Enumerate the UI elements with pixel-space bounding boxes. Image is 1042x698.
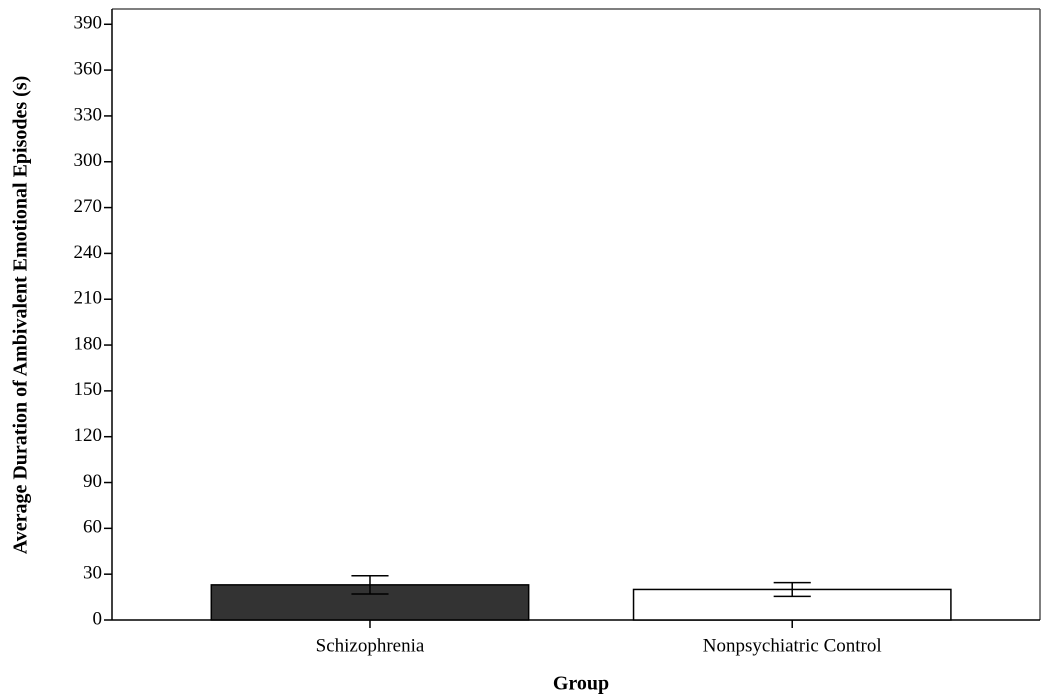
y-tick-label: 270 [74, 196, 103, 217]
error-bar [773, 581, 811, 598]
x-tick-label: Nonpsychiatric Control [703, 635, 882, 656]
y-tick-label: 360 [74, 58, 103, 79]
y-tick-label: 120 [74, 425, 103, 446]
y-tick-label: 330 [74, 104, 103, 125]
error-bar [351, 574, 389, 595]
y-tick-label: 0 [93, 608, 103, 629]
y-tick-label: 210 [74, 288, 103, 309]
x-axis-title: Group [553, 673, 609, 695]
y-tick-label: 300 [74, 150, 103, 171]
x-tick-label: Schizophrenia [316, 635, 425, 656]
y-tick-label: 90 [83, 471, 102, 492]
y-tick-label: 30 [83, 563, 102, 584]
y-tick-label: 390 [74, 13, 103, 34]
y-tick-label: 180 [74, 333, 103, 354]
y-tick-label: 150 [74, 379, 103, 400]
y-axis-title: Average Duration of Ambivalent Emotional… [10, 76, 32, 555]
y-tick-label: 60 [83, 517, 102, 538]
y-tick-label: 240 [74, 242, 103, 263]
